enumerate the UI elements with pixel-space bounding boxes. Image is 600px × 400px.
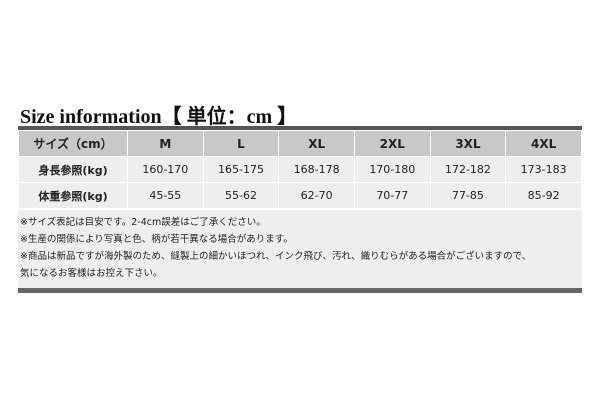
table-cell: 168-178: [278, 156, 355, 183]
header-cell: 4XL: [505, 130, 582, 157]
table-cell: 身長参照(kg): [18, 156, 128, 183]
notes: ※サイズ表記は目安です。2-4cm誤差はご了承ください。 ※生産の関係により写真と…: [18, 209, 582, 288]
table-cell: 55-62: [202, 182, 280, 209]
header-row: サイズ（cm） M L XL 2XL 3XL 4XL: [18, 130, 582, 157]
table-cell: 77-85: [429, 182, 507, 209]
title: Size information【 単位：cm 】: [20, 106, 298, 128]
header-cell: M: [127, 130, 204, 157]
table-row: 体重参照(kg) 45-55 55-62 62-70 70-77 77-85 85-92: [18, 182, 582, 209]
header-cell: L: [202, 130, 280, 157]
table-cell: 160-170: [127, 156, 204, 183]
size-table: サイズ（cm） M L XL 2XL 3XL 4XL 身長参照(kg) 160-170 165-1…: [18, 130, 582, 209]
header-cell: 2XL: [353, 130, 431, 157]
table-cell: 体重参照(kg): [18, 182, 128, 209]
table-cell: 45-55: [127, 182, 204, 209]
size-table-panel: サイズ（cm） M L XL 2XL 3XL 4XL 身長参照(kg) 160-170 165-1…: [18, 126, 582, 293]
table-cell: 172-182: [429, 156, 507, 183]
note-line: ※商品は新品ですが海外製のため、縫製上の細かいほつれ、インク飛び、汚れ、織りむら…: [20, 251, 532, 262]
table-cell: 170-180: [353, 156, 431, 183]
top-bar: [18, 126, 582, 130]
bottom-bar: [18, 288, 582, 293]
table-cell: 165-175: [202, 156, 280, 183]
table-cell: 62-70: [278, 182, 355, 209]
note-line: 気になるお客様はお控え下さい。: [20, 268, 163, 279]
header-cell: サイズ（cm）: [18, 130, 128, 157]
table-row: 身長参照(kg) 160-170 165-175 168-178 170-180 172-…: [18, 156, 582, 183]
table-cell: 70-77: [353, 182, 431, 209]
table-cell: 173-183: [505, 156, 582, 183]
note-line: ※サイズ表記は目安です。2-4cm誤差はご了承ください。: [20, 217, 266, 228]
table-cell: 85-92: [505, 182, 582, 209]
header-cell: 3XL: [429, 130, 507, 157]
note-line: ※生産の関係により写真と色、柄が若干異なる場合があります。: [20, 234, 293, 245]
header-cell: XL: [278, 130, 355, 157]
